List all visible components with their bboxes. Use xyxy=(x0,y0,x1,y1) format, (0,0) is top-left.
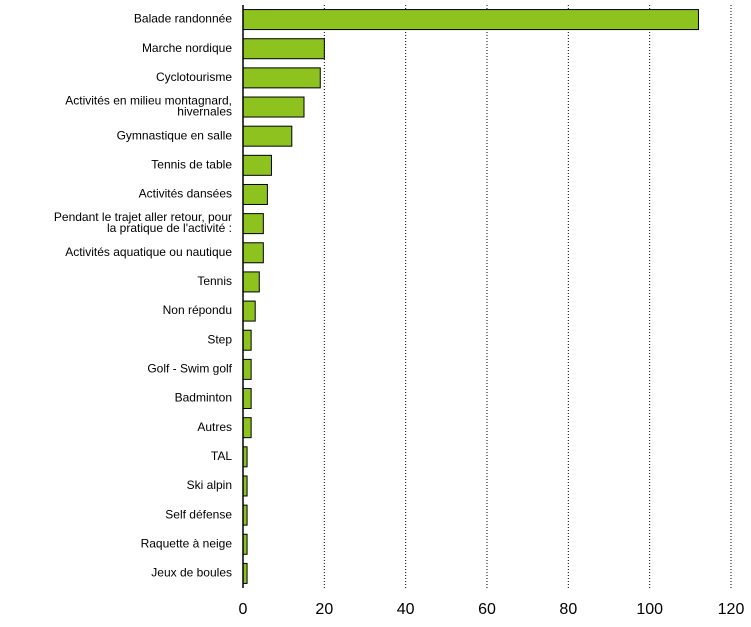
bar xyxy=(242,96,305,118)
y-tick-label: Badminton xyxy=(175,391,232,405)
y-tick-label: Pendant le trajet aller retour, pour la p… xyxy=(54,210,232,235)
y-tick-label: Activités aquatique ou nautique xyxy=(65,245,232,259)
bar xyxy=(242,183,268,205)
bar xyxy=(242,271,260,293)
y-tick-label: Balade randonnée xyxy=(134,12,232,26)
bar xyxy=(242,388,252,410)
x-tick-label: 100 xyxy=(636,601,663,618)
y-tick-label: Cyclotourisme xyxy=(156,70,232,84)
y-tick-label: Marche nordique xyxy=(142,41,232,55)
bar xyxy=(242,38,325,60)
bar xyxy=(242,125,293,147)
x-tick-label: 120 xyxy=(718,601,745,618)
y-tick-label: Jeux de boules xyxy=(151,566,232,580)
bar xyxy=(242,67,321,89)
bar xyxy=(242,242,264,264)
bar xyxy=(242,417,252,439)
y-tick-label: Ski alpin xyxy=(187,478,232,492)
x-tick-label: 40 xyxy=(397,601,415,618)
x-tick-label: 20 xyxy=(315,601,333,618)
y-tick-label: Tennis xyxy=(197,274,232,288)
y-tick-label: Activités dansées xyxy=(139,187,232,201)
bar xyxy=(242,300,256,322)
x-tick-label: 60 xyxy=(478,601,496,618)
y-tick-label: Non répondu xyxy=(163,303,232,317)
bar xyxy=(242,154,272,176)
y-tick-label: Step xyxy=(207,332,232,346)
y-tick-label: Golf - Swim golf xyxy=(147,362,232,376)
bar xyxy=(242,9,699,31)
bar xyxy=(242,358,252,380)
x-tick-label: 80 xyxy=(559,601,577,618)
bar xyxy=(242,213,264,235)
y-tick-label: Autres xyxy=(197,420,232,434)
x-tick-label: 0 xyxy=(239,601,248,618)
y-tick-label: Activités en milieu montagnard, hivernale… xyxy=(65,94,232,119)
bar xyxy=(242,329,252,351)
y-tick-label: Self défense xyxy=(165,507,232,521)
y-tick-label: Raquette à neige xyxy=(141,536,233,550)
y-tick-label: Gymnastique en salle xyxy=(117,128,233,142)
y-tick-label: Tennis de table xyxy=(151,157,232,171)
y-tick-label: TAL xyxy=(211,449,232,463)
